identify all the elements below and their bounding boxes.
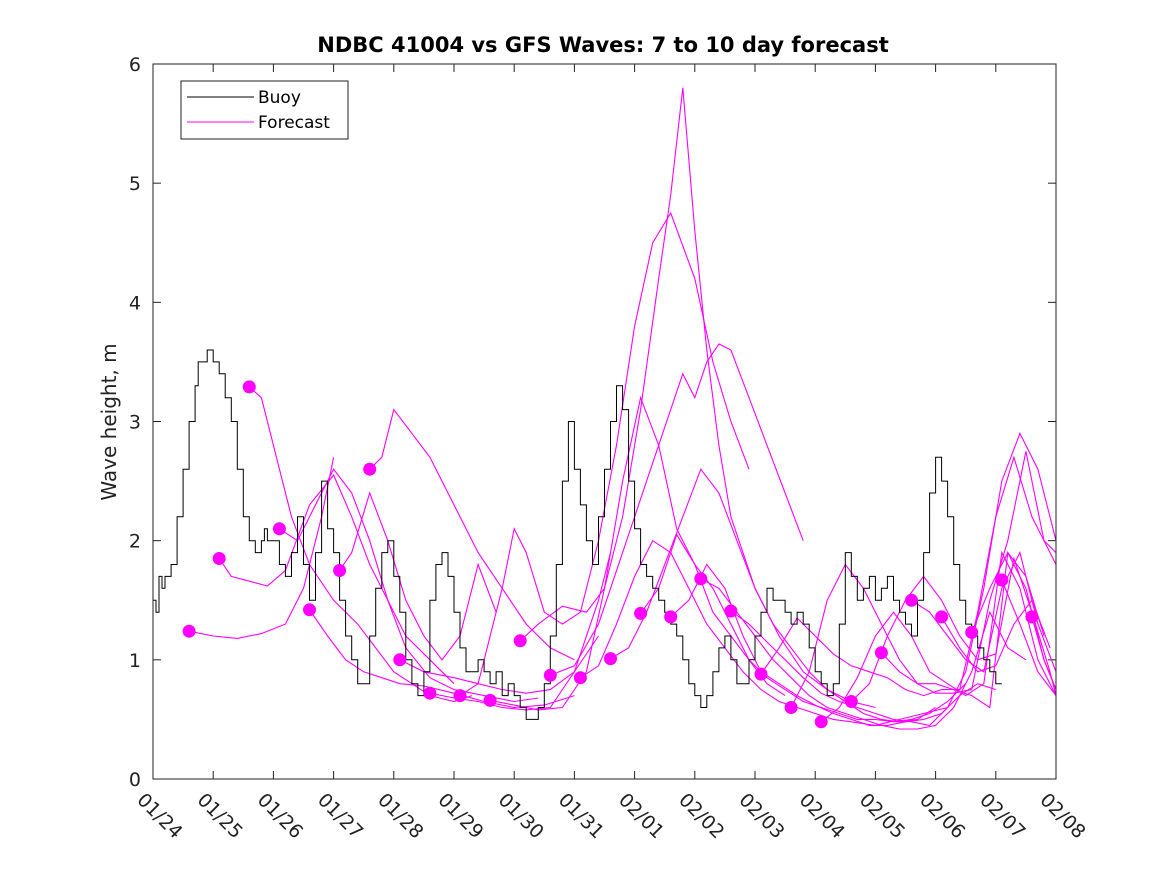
forecast-line	[519, 87, 876, 709]
forecast-start-point	[573, 671, 587, 685]
forecast-line	[941, 599, 1051, 673]
forecast-start-point	[604, 652, 617, 666]
forecast-line	[790, 451, 1057, 708]
y-tick-label: 6	[129, 54, 141, 76]
forecast-start-point	[965, 625, 979, 639]
y-tick-label: 3	[129, 412, 141, 434]
forecast-start-point	[423, 686, 437, 700]
forecast-start-point	[303, 603, 316, 617]
forecast-start-point	[363, 462, 377, 476]
forecast-start-point	[754, 667, 768, 681]
chart-title: NDBC 41004 vs GFS Waves: 7 to 10 day for…	[317, 33, 888, 57]
forecast-start-point	[844, 695, 858, 708]
forecast-line	[489, 395, 786, 711]
forecast-line	[309, 609, 575, 709]
y-tick-label: 4	[129, 292, 141, 314]
legend: Buoy Forecast	[180, 80, 349, 140]
legend-forecast-label: Forecast	[258, 113, 330, 133]
y-tick-label: 1	[129, 650, 141, 672]
forecast-line	[971, 551, 1045, 637]
forecast-start-point	[513, 634, 527, 648]
forecast-line	[640, 533, 967, 723]
forecast-line	[820, 550, 1057, 723]
forecast-start-point	[905, 593, 918, 607]
forecast-line	[730, 432, 1057, 726]
plot-frame	[152, 63, 1057, 780]
forecast-points-group	[182, 380, 1039, 729]
forecast-start-point	[272, 522, 286, 536]
forecast-start-point	[694, 572, 708, 586]
forecast-start-point	[784, 701, 798, 714]
forecast-start-point	[935, 610, 949, 624]
forecast-line	[1001, 579, 1057, 696]
buoy-series-group	[153, 349, 1002, 720]
forecast-start-point	[995, 573, 1009, 587]
forecast-start-point	[1025, 610, 1039, 624]
forecast-line	[610, 468, 936, 723]
forecast-line	[760, 455, 1057, 697]
forecast-line	[1031, 616, 1057, 690]
forecast-line	[279, 468, 539, 703]
y-axis-label: Wave height, m	[97, 343, 121, 500]
forecast-start-point	[483, 693, 497, 707]
forecast-start-point	[182, 624, 196, 638]
forecast-line	[188, 457, 335, 639]
plot-area	[153, 64, 1056, 779]
forecast-start-point	[543, 668, 557, 682]
forecast-start-point	[453, 689, 467, 703]
forecast-line	[339, 491, 497, 661]
forecast-line	[369, 408, 575, 661]
y-axis: 0 1 2 3 4 5 6	[129, 54, 1056, 791]
forecast-start-point	[242, 380, 256, 394]
forecast-start-point	[333, 564, 347, 577]
y-tick-label: 2	[129, 531, 141, 553]
forecast-start-point	[634, 606, 648, 620]
forecast-start-point	[724, 604, 738, 618]
forecast-start-point	[664, 610, 678, 624]
forecast-line	[550, 343, 804, 676]
buoy-line	[153, 349, 1002, 720]
legend-buoy-label: Buoy	[258, 88, 301, 108]
legend-box	[180, 80, 349, 140]
y-tick-label: 0	[129, 769, 141, 791]
forecast-start-point	[393, 653, 407, 667]
forecast-start-point	[212, 552, 226, 565]
forecast-start-point	[814, 715, 828, 729]
forecast-start-point	[874, 646, 888, 660]
forecast-line	[580, 539, 948, 726]
y-tick-label: 5	[129, 173, 141, 195]
